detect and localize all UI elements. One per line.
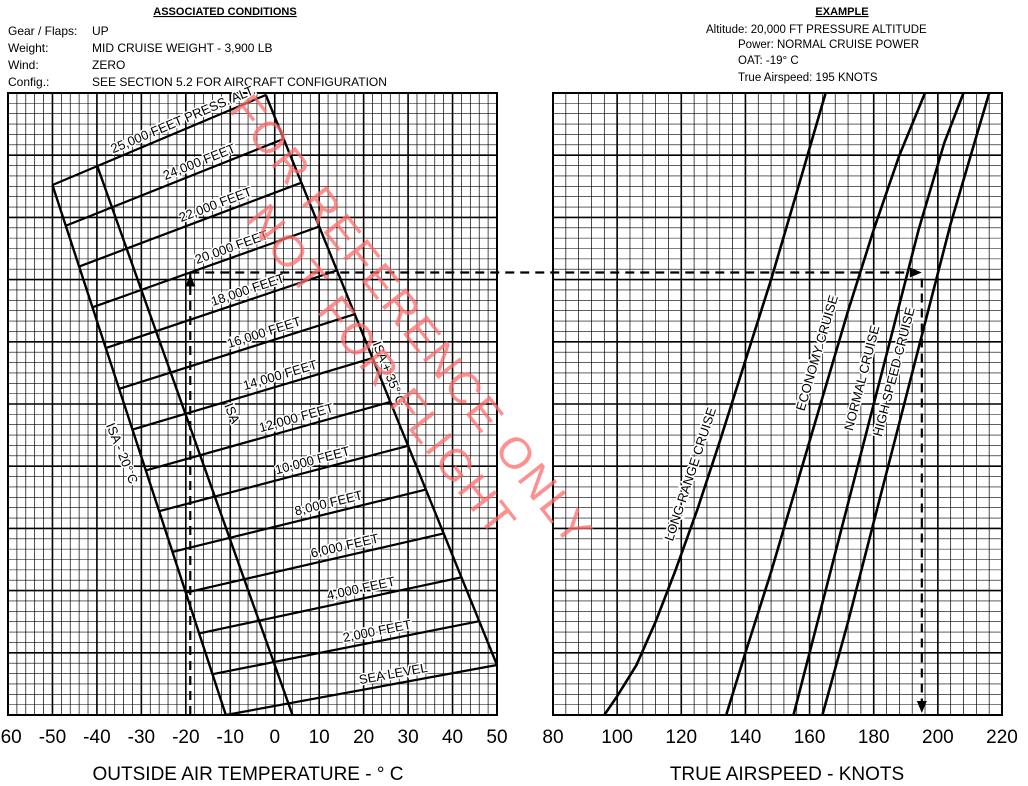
- cruise-curve: [603, 92, 827, 716]
- altitude-line: [105, 269, 338, 350]
- altitude-label: 12,000 FEET: [257, 400, 335, 435]
- altitude-line: [118, 313, 356, 390]
- example-heading: EXAMPLE: [815, 6, 868, 18]
- cond-value-gear: UP: [92, 24, 109, 38]
- example-oat: OAT: -19° C: [738, 55, 799, 67]
- altitude-line: [92, 225, 320, 309]
- left-tick-label: 50: [486, 727, 507, 748]
- left-tick-label: -50: [39, 727, 66, 748]
- left-tick-label: 10: [309, 727, 330, 748]
- example-altitude: Altitude: 20,000 FT PRESSURE ALTITUDE: [706, 24, 927, 36]
- left-tick-label: -10: [217, 727, 244, 748]
- isa-label: ISA - 20° C: [103, 421, 141, 486]
- example-arrow-up: [185, 274, 196, 287]
- right-tick-label: 120: [665, 727, 697, 748]
- conditions-heading: ASSOCIATED CONDITIONS: [153, 6, 296, 18]
- right-tick-label: 200: [922, 727, 954, 748]
- cond-value-wind: ZERO: [92, 58, 125, 72]
- cruise-curve: [792, 92, 965, 716]
- example-arrow-right: [909, 267, 922, 278]
- cruise-curve-label: ECONOMY CRUISE: [793, 293, 841, 412]
- left-tick-label: -30: [128, 727, 155, 748]
- cond-label-config: Config.:: [8, 75, 49, 89]
- cond-label-gear: Gear / Flaps:: [8, 24, 77, 38]
- axis-ticks: -60 -50 -40 -30 -20 -10 0 10 20 30 40 50 80 100 120 140…: [0, 727, 1018, 748]
- left-axis-title: OUTSIDE AIR TEMPERATURE - ° C: [93, 764, 404, 785]
- altitude-line: [225, 663, 498, 717]
- isa-line: [51, 184, 227, 716]
- cruise-curve: [724, 92, 927, 716]
- altitude-line: [198, 576, 462, 635]
- altitude-line: [78, 181, 302, 268]
- right-axis-title: TRUE AIRSPEED - KNOTS: [670, 764, 904, 785]
- isa-line: [95, 164, 294, 716]
- altitude-line: [65, 137, 285, 227]
- right-tick-label: 80: [542, 727, 563, 748]
- left-tick-label: 40: [442, 727, 463, 748]
- cond-label-weight: Weight:: [8, 41, 48, 55]
- right-tick-label: 180: [858, 727, 890, 748]
- left-tick-label: -20: [172, 727, 199, 748]
- altitude-line: [212, 620, 480, 676]
- cond-value-config: SEE SECTION 5.2 FOR AIRCRAFT CONFIGURATI…: [92, 75, 387, 89]
- right-tick-label: 100: [601, 727, 633, 748]
- altitude-line: [158, 444, 409, 513]
- right-tick-label: 140: [730, 727, 762, 748]
- cruise-curve-label: LONG RANGE CRUISE: [661, 405, 719, 542]
- altitude-line: [172, 488, 427, 553]
- altitude-line: [185, 532, 444, 594]
- left-tick-label: 30: [398, 727, 419, 748]
- cruise-curve: [821, 92, 991, 716]
- isa-line: [264, 94, 499, 666]
- altitude-label: 16,000 FEET: [225, 314, 303, 351]
- altitude-line: [132, 357, 373, 431]
- right-tick-label: 220: [986, 727, 1018, 748]
- example-tas: True Airspeed: 195 KNOTS: [738, 72, 878, 84]
- example-path: [185, 267, 927, 715]
- altitude-label: 10,000 FEET: [273, 443, 351, 477]
- right-tick-label: 160: [794, 727, 826, 748]
- cond-label-wind: Wind:: [8, 58, 39, 72]
- left-tick-label: -60: [0, 727, 22, 748]
- left-tick-label: -40: [83, 727, 110, 748]
- altitude-line: [52, 93, 267, 187]
- left-tick-label: 20: [353, 727, 374, 748]
- right-panel-grid: [552, 92, 1003, 716]
- altitude-line: [145, 400, 391, 472]
- example-power: Power: NORMAL CRUISE POWER: [738, 39, 919, 51]
- left-panel-grid: [7, 92, 498, 716]
- example-arrow-down: [916, 701, 927, 713]
- left-tick-label: 0: [269, 727, 280, 748]
- cond-value-weight: MID CRUISE WEIGHT - 3,900 LB: [92, 41, 273, 55]
